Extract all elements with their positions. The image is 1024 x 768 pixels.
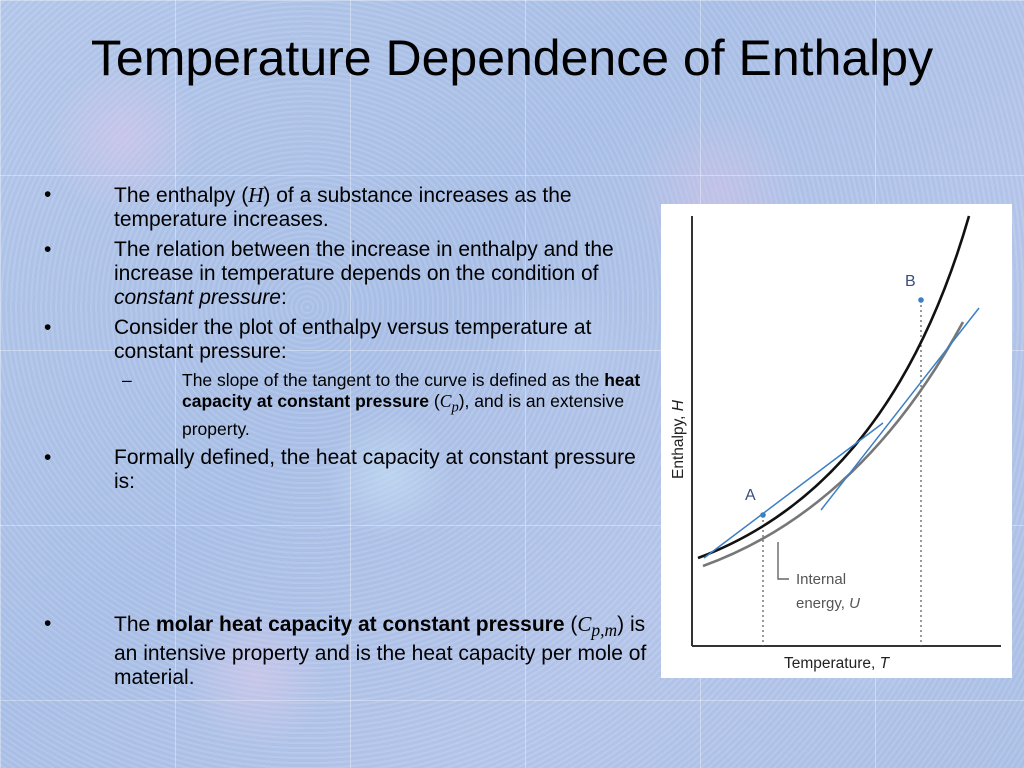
term-molar-heat-capacity: molar heat capacity at constant pressure (156, 612, 565, 636)
point-a-label: A (745, 487, 756, 504)
emphasis-constant-pressure: constant pressure (114, 286, 281, 309)
equation-space (40, 500, 650, 612)
symbol-cpm: C (577, 611, 592, 636)
symbol-h: H (248, 183, 264, 207)
symbol-cp: C (439, 391, 452, 411)
y-axis-label: Enthalpy, H (670, 399, 687, 479)
bullet-list: • The enthalpy (H) of a substance increa… (40, 183, 650, 696)
point-b-label: B (905, 273, 916, 290)
bullet-icon: • (44, 316, 52, 339)
bullet-item-molar-heat-capacity: • The molar heat capacity at constant pr… (44, 611, 647, 689)
bullet-icon: • (44, 611, 52, 635)
sub-item-slope-tangent: – The slope of the tangent to the curve … (122, 370, 641, 439)
internal-energy-callout (777, 542, 789, 580)
term-heat-capacity: heat capacity at constant pressure (182, 370, 641, 411)
slide-title: Temperature Dependence of Enthalpy (90, 30, 934, 86)
bullet-icon: • (44, 183, 52, 206)
point-b-marker (918, 297, 924, 303)
tangent-line-a (703, 422, 884, 559)
bullet-item-enthalpy-increases: • The enthalpy (H) of a substance increa… (44, 183, 572, 231)
bullet-icon: • (44, 238, 52, 261)
internal-energy-label-line1: Internal (796, 571, 846, 588)
internal-energy-label-line2: energy, U (796, 595, 860, 612)
enthalpy-plot: A B Internal energy, U Temperature, T En… (670, 215, 1001, 672)
tangent-line-b (820, 307, 980, 511)
bullet-item-formal-definition: • Formally defined, the heat capacity at… (44, 445, 636, 493)
bullet-icon: • (44, 445, 52, 469)
x-axis-label: Temperature, T (784, 655, 891, 672)
enthalpy-temperature-figure: A B Internal energy, U Temperature, T En… (661, 204, 1012, 678)
bullet-item-consider-plot: • Consider the plot of enthalpy versus t… (44, 316, 592, 363)
dash-icon: – (122, 370, 132, 390)
bullet-item-relation: • The relation between the increase in e… (44, 238, 614, 309)
point-a-marker (760, 512, 766, 518)
enthalpy-curve (697, 215, 971, 560)
